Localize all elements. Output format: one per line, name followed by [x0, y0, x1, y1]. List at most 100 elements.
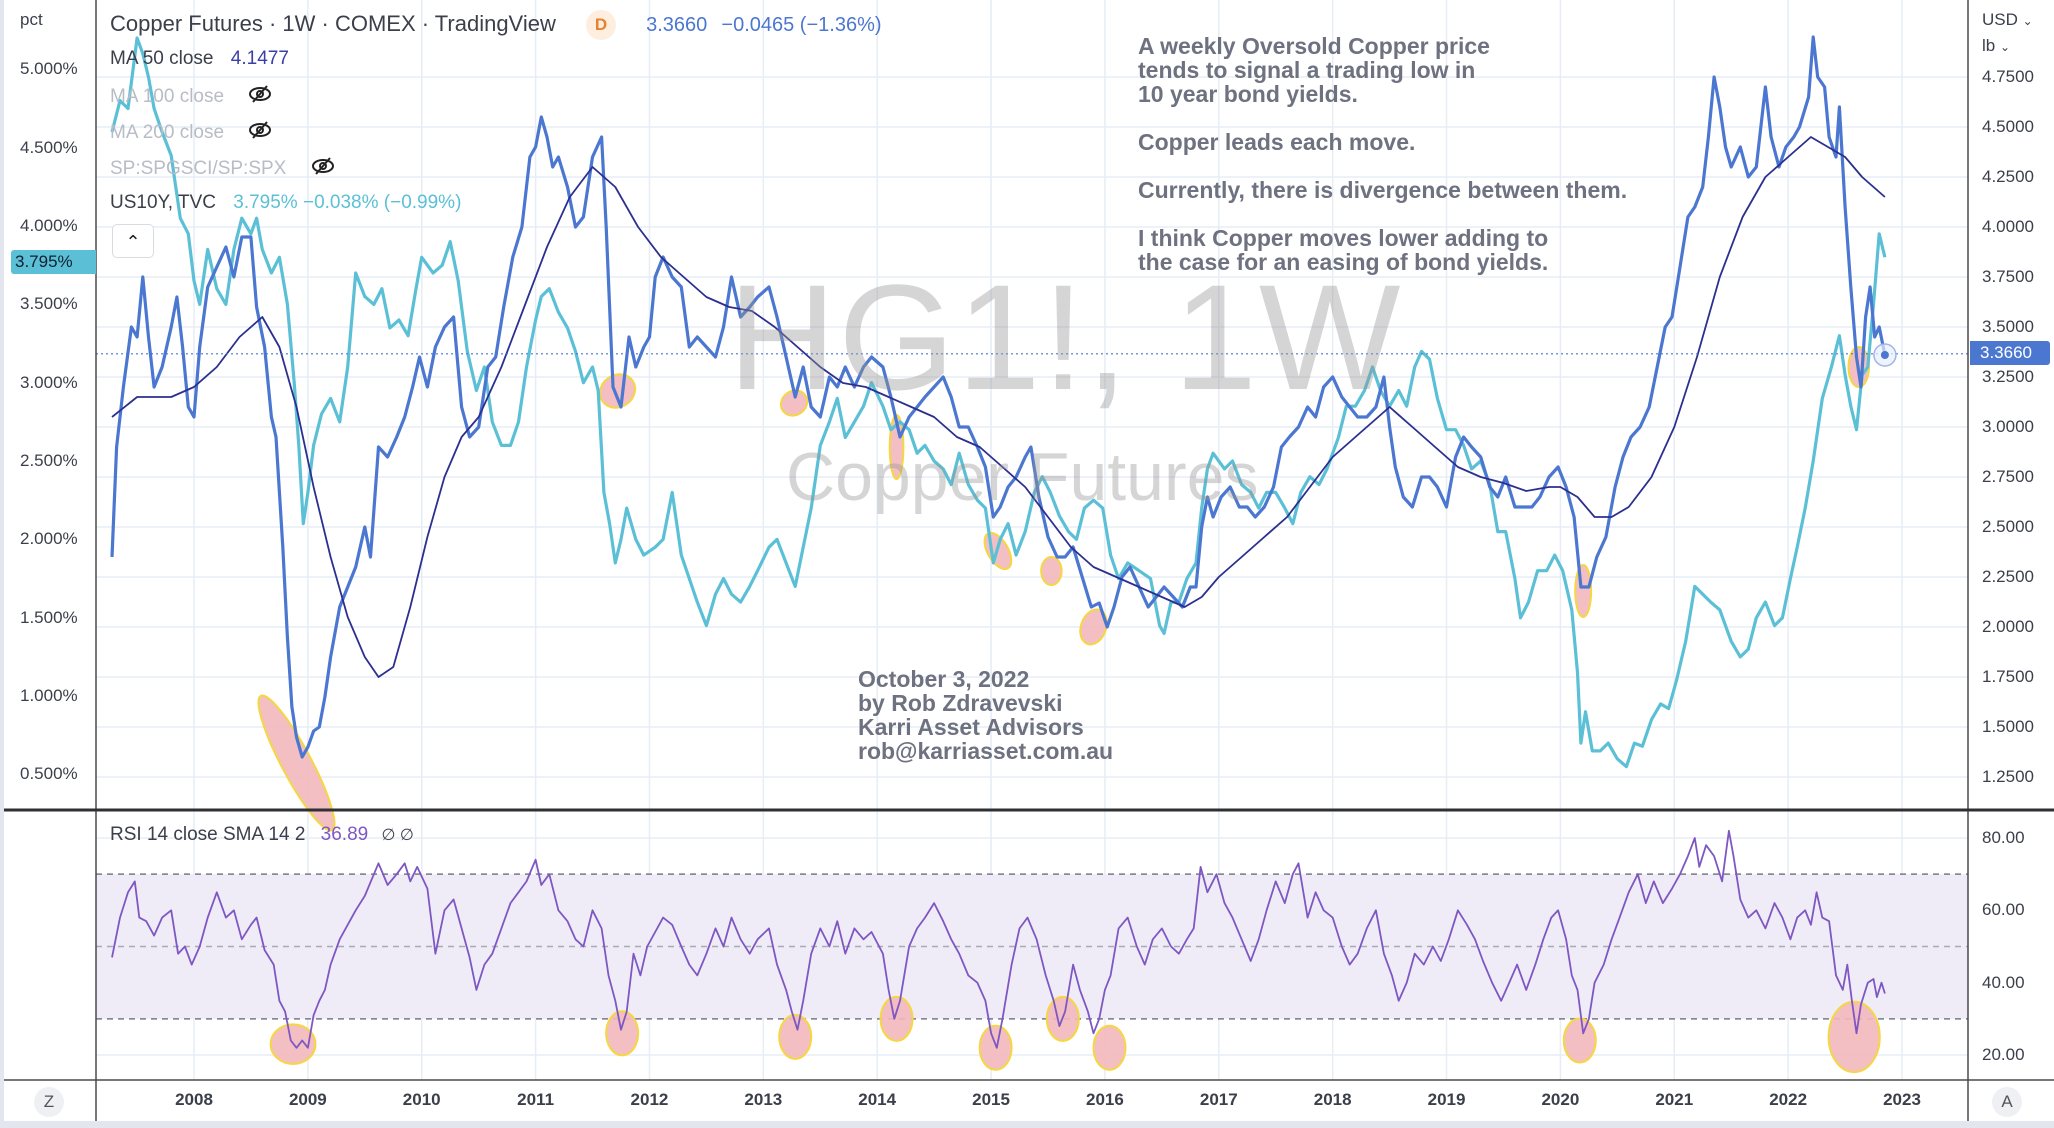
year-tick: 2023 — [1883, 1090, 1921, 1109]
year-tick: 2011 — [517, 1090, 555, 1109]
rsi-oversold-highlight — [1827, 1000, 1881, 1074]
right-axis-tick: 4.7500 — [1982, 67, 2034, 86]
year-tick: 2012 — [630, 1090, 669, 1109]
left-axis-tick: 1.000% — [20, 686, 78, 706]
year-tick: 2022 — [1769, 1090, 1808, 1109]
right-axis-tick: 2.2500 — [1982, 567, 2034, 586]
year-tick: 2020 — [1541, 1090, 1580, 1109]
rsi-axis-tick: 80.00 — [1982, 828, 2025, 847]
collapse-legend-button[interactable]: ⌃ — [112, 224, 154, 258]
series-layer — [96, 35, 1968, 769]
right-axis-tick: 2.5000 — [1982, 517, 2034, 536]
oversold-highlight — [599, 373, 637, 409]
year-tick: 2016 — [1086, 1090, 1124, 1109]
last-point-dot — [1880, 351, 1889, 359]
year-tick: 2013 — [744, 1090, 783, 1109]
unit-selector[interactable]: lb ⌄ — [1982, 36, 2010, 56]
left-axis-tick: 5.000% — [20, 59, 78, 79]
left-axis-unit: pct — [20, 10, 43, 29]
oversold-highlight — [1079, 608, 1108, 646]
rsi-oversold-highlight — [1562, 1017, 1597, 1064]
byline-annotation[interactable]: October 3, 2022 by Rob Zdravevski Karri … — [858, 666, 1114, 764]
legend-ma200[interactable]: MA 200 close — [110, 120, 273, 146]
oversold-highlight — [1574, 564, 1593, 618]
right-axis-tick: 2.0000 — [1982, 617, 2034, 636]
oversold-highlight — [1040, 556, 1063, 586]
rsi-axis-tick: 40.00 — [1982, 972, 2025, 992]
legend-ma100[interactable]: MA 100 close — [110, 84, 273, 110]
left-axis-tick: 0.500% — [20, 764, 78, 784]
chevron-up-icon: ⌃ — [125, 232, 141, 252]
year-tick: 2014 — [858, 1090, 897, 1109]
legend-value: 4.1477 — [230, 48, 289, 69]
legend-us10y[interactable]: US10Y, TVC 3.795% −0.038% (−0.99%) — [110, 192, 461, 214]
right-axis-tick: 1.5000 — [1982, 717, 2034, 736]
right-axis-tick: 4.2500 — [1982, 167, 2034, 186]
left-axis-tick: 2.500% — [20, 451, 78, 471]
right-axis-tick: 2.7500 — [1982, 467, 2034, 486]
year-tick: 2015 — [972, 1090, 1010, 1109]
chart-header: Copper Futures · 1W · COMEX · TradingVie… — [110, 10, 882, 40]
chevron-down-icon: ⌄ — [1999, 40, 2011, 54]
rsi-legend[interactable]: RSI 14 close SMA 14 2 36.89 ∅ ∅ — [110, 824, 414, 846]
rsi-oversold-highlight — [605, 1010, 640, 1057]
copper-price-line — [110, 35, 1887, 759]
left-axis-tick: 1.500% — [20, 607, 78, 627]
legend-label: MA 50 close — [110, 48, 214, 69]
legend-label: MA 200 close — [110, 122, 225, 144]
unit-label: lb — [1982, 36, 1996, 55]
year-tick: 2021 — [1655, 1090, 1694, 1109]
eye-crossed-icon[interactable] — [310, 156, 336, 182]
auto-scale-left-button[interactable]: Z — [34, 1087, 64, 1117]
left-axis-tick: 4.500% — [20, 137, 78, 157]
pane-frames — [4, 0, 2054, 1121]
oversold-highlight — [779, 389, 809, 417]
us10y-line — [110, 36, 1887, 769]
rsi-line — [111, 829, 1886, 1049]
thesis-annotation[interactable]: A weekly Oversold Copper price tends to … — [1138, 33, 1628, 275]
rsi-extra: ∅ ∅ — [381, 827, 414, 844]
rsi-value: 36.89 — [320, 824, 369, 845]
eye-crossed-icon[interactable] — [247, 84, 273, 110]
rsi-label: RSI 14 close SMA 14 2 — [110, 824, 306, 845]
legend-spgsci[interactable]: SP:SPGSCI/SP:SPX — [110, 156, 336, 182]
eye-crossed-icon[interactable] — [247, 120, 273, 146]
rsi-axis-tick: 60.00 — [1982, 900, 2025, 920]
legend-label: MA 100 close — [110, 86, 225, 108]
rsi-band — [96, 873, 1968, 1020]
right-axis-tick: 1.2500 — [1982, 767, 2034, 786]
ma50-line — [111, 136, 1886, 678]
right-axis-tick: 3.2500 — [1982, 367, 2034, 386]
year-tick: 2008 — [175, 1090, 213, 1109]
right-axis-tick: 3.0000 — [1982, 417, 2034, 436]
left-axis-tick: 3.500% — [20, 294, 78, 314]
legend-ma50[interactable]: MA 50 close 4.1477 — [110, 48, 289, 70]
watermark-name: Copper Futures — [786, 439, 1259, 515]
rsi-oversold-highlight — [978, 1024, 1013, 1071]
rsi-highlights — [269, 995, 1881, 1074]
delayed-data-badge[interactable]: D — [585, 10, 616, 40]
bottom-frame — [0, 1121, 2054, 1128]
auto-scale-button[interactable]: A — [1992, 1087, 2022, 1117]
left-axis-tick: 3.000% — [20, 372, 78, 392]
copper-last-price-tag: 3.3660 — [1970, 341, 2050, 365]
year-tick: 2009 — [288, 1090, 327, 1109]
legend-value: 3.795% −0.038% (−0.99%) — [233, 192, 462, 213]
us10y-last-value-tag: 3.795% — [11, 250, 96, 274]
left-axis-tick: 4.000% — [20, 216, 78, 235]
rsi-oversold-highlight — [1092, 1024, 1127, 1071]
rsi-layer — [111, 829, 1886, 1049]
chart-title[interactable]: Copper Futures · 1W · COMEX · TradingVie… — [110, 10, 556, 36]
watermark-symbol: HG1!, 1W — [728, 253, 1403, 421]
chevron-down-icon: ⌄ — [2022, 14, 2033, 28]
currency-selector[interactable]: USD ⌄ — [1982, 10, 2033, 30]
left-axis-tick: 2.000% — [20, 529, 78, 549]
right-axis-tick: 3.7500 — [1982, 267, 2034, 286]
right-axis-tick: 1.7500 — [1982, 667, 2034, 686]
right-axis-tick: 4.5000 — [1982, 117, 2034, 136]
last-price: 3.3660 — [646, 13, 708, 36]
left-frame — [0, 0, 4, 1128]
rsi-oversold-highlight — [778, 1013, 813, 1060]
rsi-oversold-highlight — [879, 995, 914, 1042]
